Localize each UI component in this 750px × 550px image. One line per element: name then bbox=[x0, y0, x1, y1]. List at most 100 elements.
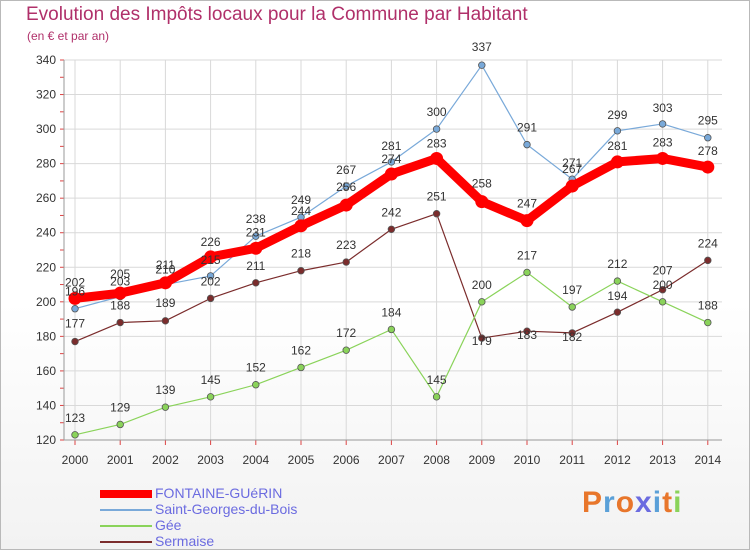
data-point bbox=[478, 61, 486, 69]
data-label: 202 bbox=[201, 274, 221, 288]
data-point bbox=[249, 241, 263, 255]
logo-letter: P bbox=[582, 486, 604, 519]
proxiti-logo: Proxiti bbox=[582, 486, 682, 520]
data-point bbox=[204, 250, 218, 264]
data-point bbox=[297, 363, 305, 372]
x-tick-label: 2007 bbox=[378, 453, 405, 467]
data-label: 278 bbox=[698, 144, 718, 158]
data-point bbox=[704, 318, 712, 327]
data-point bbox=[206, 294, 215, 303]
logo-letter: t bbox=[662, 486, 674, 519]
data-point bbox=[387, 325, 396, 334]
x-tick-label: 2000 bbox=[62, 453, 89, 467]
data-point bbox=[478, 334, 486, 342]
data-label: 281 bbox=[381, 139, 401, 153]
logo-letter: x bbox=[635, 486, 653, 519]
data-point bbox=[252, 279, 260, 287]
data-label: 274 bbox=[381, 152, 401, 166]
data-label: 177 bbox=[65, 317, 85, 331]
data-label: 244 bbox=[291, 204, 311, 218]
x-tick-label: 2001 bbox=[107, 453, 134, 467]
data-point bbox=[252, 381, 260, 389]
data-point bbox=[523, 140, 531, 149]
logo-letter: r bbox=[603, 486, 616, 519]
data-point bbox=[339, 198, 353, 212]
data-label: 299 bbox=[607, 108, 627, 122]
data-label: 303 bbox=[653, 101, 673, 115]
x-tick-label: 2003 bbox=[197, 453, 224, 467]
data-label: 211 bbox=[246, 259, 265, 273]
data-point bbox=[387, 158, 396, 166]
data-label: 226 bbox=[201, 235, 221, 249]
x-tick-label: 2012 bbox=[604, 453, 631, 467]
chart-title: Evolution des Impôts locaux pour la Comm… bbox=[26, 4, 528, 25]
data-label: 271 bbox=[562, 156, 582, 170]
logo-letter: i bbox=[673, 486, 683, 519]
data-label: 139 bbox=[155, 383, 175, 397]
x-tick-label: 2010 bbox=[514, 453, 541, 467]
data-point bbox=[613, 308, 622, 316]
legend-label-fontaine-guerin: FONTAINE-GUéRIN bbox=[155, 485, 283, 501]
data-label: 197 bbox=[562, 283, 582, 297]
data-label: 283 bbox=[427, 136, 447, 150]
chart-subtitle: (en € et par an) bbox=[27, 29, 110, 43]
data-point bbox=[384, 167, 398, 181]
data-point bbox=[430, 151, 444, 165]
data-point bbox=[71, 305, 79, 313]
data-label: 267 bbox=[562, 162, 582, 176]
data-label: 184 bbox=[381, 305, 401, 319]
data-point bbox=[71, 431, 79, 439]
data-point bbox=[342, 346, 350, 354]
data-point bbox=[701, 160, 715, 174]
data-label: 267 bbox=[336, 163, 356, 177]
legend-swatch-gee bbox=[100, 525, 152, 527]
data-point bbox=[252, 232, 260, 240]
data-label: 249 bbox=[291, 193, 311, 207]
data-label: 145 bbox=[427, 373, 447, 387]
y-tick-label: 240 bbox=[36, 226, 56, 240]
data-label: 256 bbox=[336, 180, 356, 194]
legend-swatch-saint-georges-du-bois bbox=[100, 509, 152, 511]
data-label: 337 bbox=[472, 40, 492, 54]
data-point bbox=[658, 298, 667, 306]
x-tick-label: 2009 bbox=[468, 453, 495, 467]
data-label: 218 bbox=[291, 247, 311, 261]
data-label: 188 bbox=[110, 299, 130, 313]
x-tick-label: 2013 bbox=[649, 453, 676, 467]
y-tick-label: 280 bbox=[36, 157, 56, 171]
data-label: 238 bbox=[246, 212, 266, 226]
data-point bbox=[116, 420, 124, 429]
data-label: 129 bbox=[110, 400, 130, 414]
data-label: 291 bbox=[517, 121, 537, 135]
data-point bbox=[523, 327, 531, 335]
data-label: 300 bbox=[427, 105, 447, 119]
data-point bbox=[704, 134, 712, 142]
y-tick-label: 200 bbox=[36, 295, 56, 309]
y-tick-label: 340 bbox=[36, 53, 56, 67]
y-tick-label: 300 bbox=[36, 122, 56, 136]
data-point bbox=[568, 329, 576, 337]
data-point bbox=[565, 179, 579, 193]
data-label: 217 bbox=[517, 248, 537, 262]
data-label: 145 bbox=[201, 373, 221, 387]
data-label: 200 bbox=[653, 278, 673, 292]
legend-label-saint-georges-du-bois: Saint-Georges-du-Bois bbox=[155, 501, 298, 517]
logo-letter: o bbox=[615, 486, 636, 519]
legend-label-sermaise: Sermaise bbox=[155, 533, 215, 549]
data-label: 182 bbox=[562, 330, 582, 344]
data-point bbox=[71, 337, 79, 346]
data-label: 179 bbox=[472, 334, 492, 348]
data-label: 212 bbox=[607, 257, 627, 271]
data-point bbox=[432, 210, 441, 218]
data-label: 224 bbox=[698, 236, 718, 250]
y-tick-label: 140 bbox=[36, 398, 56, 412]
data-point bbox=[294, 219, 308, 233]
data-label: 205 bbox=[110, 267, 130, 281]
data-point bbox=[161, 403, 170, 411]
data-point bbox=[158, 276, 172, 290]
y-tick-label: 320 bbox=[36, 88, 56, 102]
legend-swatch-sermaise bbox=[100, 541, 152, 543]
x-tick-label: 2005 bbox=[288, 453, 315, 467]
y-tick-label: 120 bbox=[36, 433, 56, 447]
